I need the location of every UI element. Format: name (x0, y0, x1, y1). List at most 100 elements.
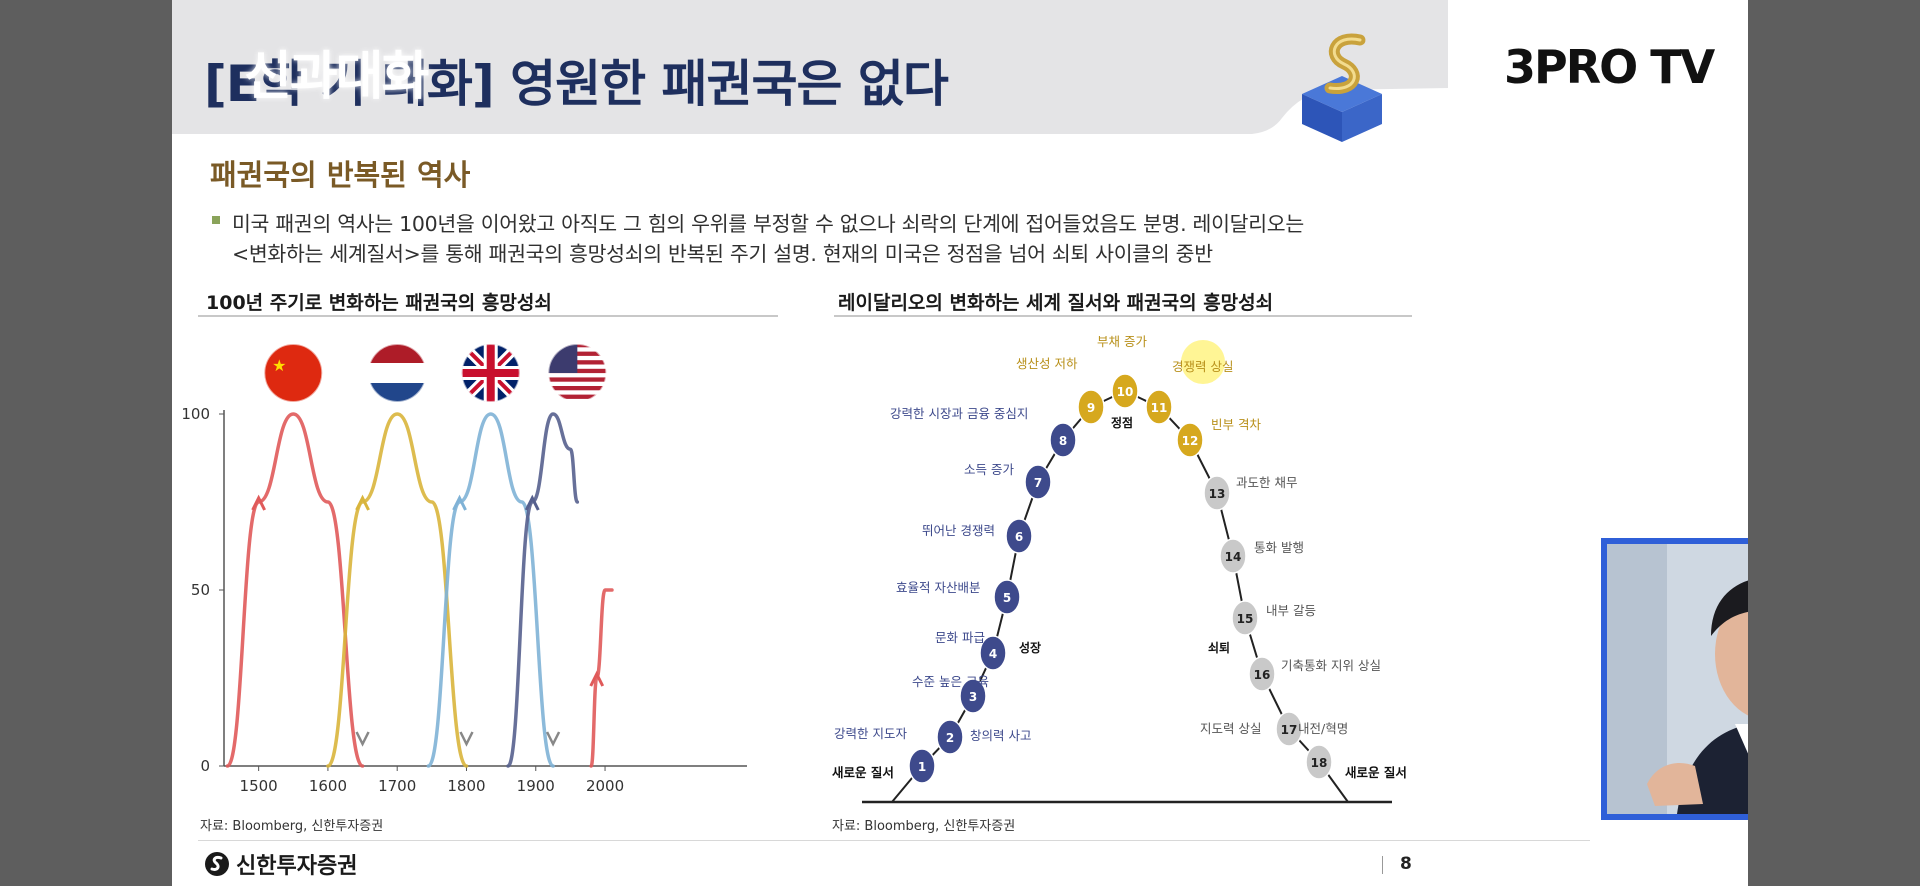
stage-marker (1231, 600, 1259, 636)
stage-label: 효율적 자산배분 (896, 580, 980, 595)
header-band (172, 0, 1448, 134)
footer-brand-name: 신한투자증권 (236, 854, 358, 879)
slide-title: [E학 기 대화] 영원한 패권국은 없다 (204, 55, 949, 113)
decline-arrow-mark (459, 731, 474, 747)
netherlands-flag-icon (367, 343, 428, 403)
flag-rim (460, 343, 521, 403)
phase-label-peak: 정점 (1111, 415, 1133, 430)
x-tick-label: 1700 (378, 777, 416, 795)
stage-number: 2 (946, 731, 954, 745)
shinhan-logo-icon (205, 852, 229, 876)
stage-number: 1 (918, 760, 926, 774)
cycle-series-line (225, 412, 365, 768)
bullet-text-line-1: 미국 패권의 역사는 100년을 이어왔고 아직도 그 힘의 우위를 부정할 수… (232, 212, 1304, 236)
left-chart-title: 100년 주기로 변화하는 패권국의 흥망성쇠 (206, 292, 552, 314)
stage-number: 13 (1209, 487, 1226, 501)
stage-marker (979, 635, 1007, 671)
cycle-arrow-mark (251, 494, 266, 511)
stage-label: 과도한 채무 (1236, 475, 1297, 490)
x-tick-label: 2000 (586, 777, 624, 795)
right-chart-title-rule (834, 315, 1412, 317)
flag-stripe (548, 386, 607, 391)
cycle-arrow-mark (452, 494, 467, 511)
highlight-pointer (1181, 340, 1225, 384)
right-chart-source: 자료: Bloomberg, 신한투자증권 (832, 819, 1016, 834)
stage-marker (1305, 744, 1333, 780)
cycle-arrow-mark (589, 670, 605, 687)
decline-arrow-mark (545, 731, 561, 747)
x-tick-label: 1800 (447, 777, 485, 795)
footer-rule (198, 840, 1590, 841)
stage-number: 3 (969, 690, 977, 704)
left-chart-source: 자료: Bloomberg, 신한투자증권 (200, 819, 384, 834)
stage-number: 18 (1311, 756, 1328, 770)
presentation-slide: [E학 기 대화] 영원한 패권국은 없다 신과대화 3PRO TV 패권국의 … (172, 0, 1748, 886)
flag-fill: ★ (264, 344, 323, 402)
right-chart-title: 레이달리오의 변화하는 세계 질서와 패권국의 흥망성쇠 (838, 292, 1274, 314)
stage-number: 7 (1034, 476, 1042, 490)
flag-rim (367, 343, 428, 403)
stage-number: 4 (989, 647, 997, 661)
stage-number: 9 (1087, 401, 1095, 415)
stage-number: 5 (1003, 591, 1011, 605)
decline-arrow-mark (355, 731, 370, 747)
flag-stripe (548, 377, 607, 382)
stage-label: 내부 갈등 (1266, 603, 1316, 618)
stage-number: 14 (1225, 550, 1242, 564)
page-number: 8 (1400, 854, 1412, 874)
stage-marker (1219, 538, 1247, 574)
stage-label: 새로운 질서 (1345, 765, 1407, 780)
presenter-video (1607, 544, 1748, 814)
bullet-text-line-2: <변화하는 세계질서>를 통해 패권국의 흥망성쇠의 반복된 주기 설명. 현재… (232, 242, 1213, 266)
bullet-marker (212, 216, 220, 224)
stage-label-secondary: 내전/혁명 (1298, 721, 1348, 736)
title-overlay-text: 신과대화 (244, 47, 429, 107)
section-heading: 패권국의 반복된 역사 (210, 158, 471, 192)
stage-label: 경쟁력 상실 (1172, 359, 1233, 374)
stage-marker (1077, 389, 1105, 425)
stage-marker (959, 678, 987, 714)
stage-marker (1203, 475, 1231, 511)
stage-marker (1248, 656, 1276, 692)
page-number-separator (1382, 856, 1383, 874)
stage-marker (1145, 389, 1173, 425)
left-chart-title-rule (198, 315, 778, 317)
phase-label-rise: 성장 (1019, 641, 1041, 655)
stage-marker (908, 748, 936, 784)
stage-marker (1049, 422, 1077, 458)
stage-number: 10 (1117, 385, 1134, 399)
flag-star: ★ (272, 356, 286, 375)
flag-cross (461, 344, 520, 402)
cycle-series-line (506, 412, 580, 768)
cycle-series-line (589, 588, 614, 768)
stage-marker (1024, 464, 1052, 500)
stage-marker (1111, 373, 1139, 409)
presenter-video-frame (1601, 538, 1748, 820)
stage-label: 빈부 격차 (1211, 417, 1261, 432)
stage-marker (993, 579, 1021, 615)
3pro-tv-logo: 3PRO TV (1504, 40, 1715, 94)
stage-marker (1005, 518, 1033, 554)
uk-flag-icon (460, 343, 521, 403)
cycle-series-line (426, 412, 555, 768)
stage-number: 8 (1059, 434, 1067, 448)
x-tick-label: 1500 (240, 777, 278, 795)
gold-s-trophy-icon (1302, 33, 1382, 142)
stage-number: 6 (1015, 530, 1023, 544)
phase-label-decline: 쇠퇴 (1208, 640, 1230, 655)
stage-number: 17 (1281, 723, 1298, 737)
stage-label: 통화 발행 (1254, 540, 1304, 555)
stage-label: 뛰어난 경쟁력 (922, 523, 995, 538)
china-flag-icon: ★ (263, 343, 324, 403)
stage-marker (1275, 711, 1303, 747)
footer-logo: 신한투자증권 (204, 848, 357, 880)
stage-label: 기축통화 지위 상실 (1281, 658, 1381, 673)
stage-label: 강력한 지도자 (834, 726, 907, 741)
hegemony-cycle-line-chart: 0 50 100 1500 1600 1700 1800 1900 2000 ★ (181, 343, 747, 795)
x-tick-label: 1600 (309, 777, 347, 795)
stage-number: 12 (1182, 434, 1199, 448)
stage-marker (936, 719, 964, 755)
dalio-world-order-diagram: 1 새로운 질서 2 강력한 지도자 창의력 사고 3수준 높은 교육4 문화 파급 5 효율적… (832, 334, 1407, 804)
stage-number: 15 (1237, 612, 1254, 626)
stage-label: 문화 파급 (935, 630, 985, 645)
